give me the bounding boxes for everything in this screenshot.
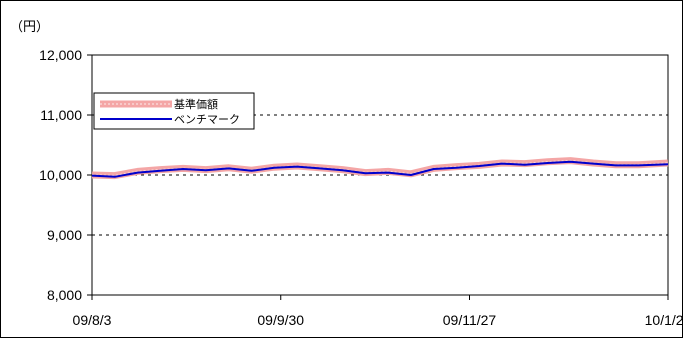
- y-tick-label: 10,000: [39, 167, 82, 183]
- y-tick-label: 11,000: [40, 107, 82, 123]
- y-axis-ticks: 12,000 11,000 10,000 9,000 8,000: [39, 47, 92, 303]
- x-tick-label: 09/11/27: [443, 312, 497, 328]
- legend-box: [93, 92, 255, 130]
- series-layer: [91, 157, 669, 180]
- x-tick-label: 09/8/3: [73, 312, 112, 328]
- x-tick-label: 09/9/30: [257, 312, 304, 328]
- y-tick-label: 12,000: [39, 47, 82, 63]
- y-tick-label: 9,000: [47, 227, 82, 243]
- y-tick-label: 8,000: [47, 287, 82, 303]
- legend-label: ベンチマーク: [174, 113, 240, 126]
- y-axis-unit-label: （円）: [10, 20, 49, 35]
- series-line-nav-pattern: [91, 159, 669, 177]
- series-line-benchmark: [91, 160, 669, 178]
- legend-label: 基準価額: [174, 97, 218, 111]
- x-axis-ticks: 09/8/3 09/9/30 09/11/27 10/1/27: [73, 295, 683, 328]
- x-tick-label: 10/1/27: [645, 312, 683, 328]
